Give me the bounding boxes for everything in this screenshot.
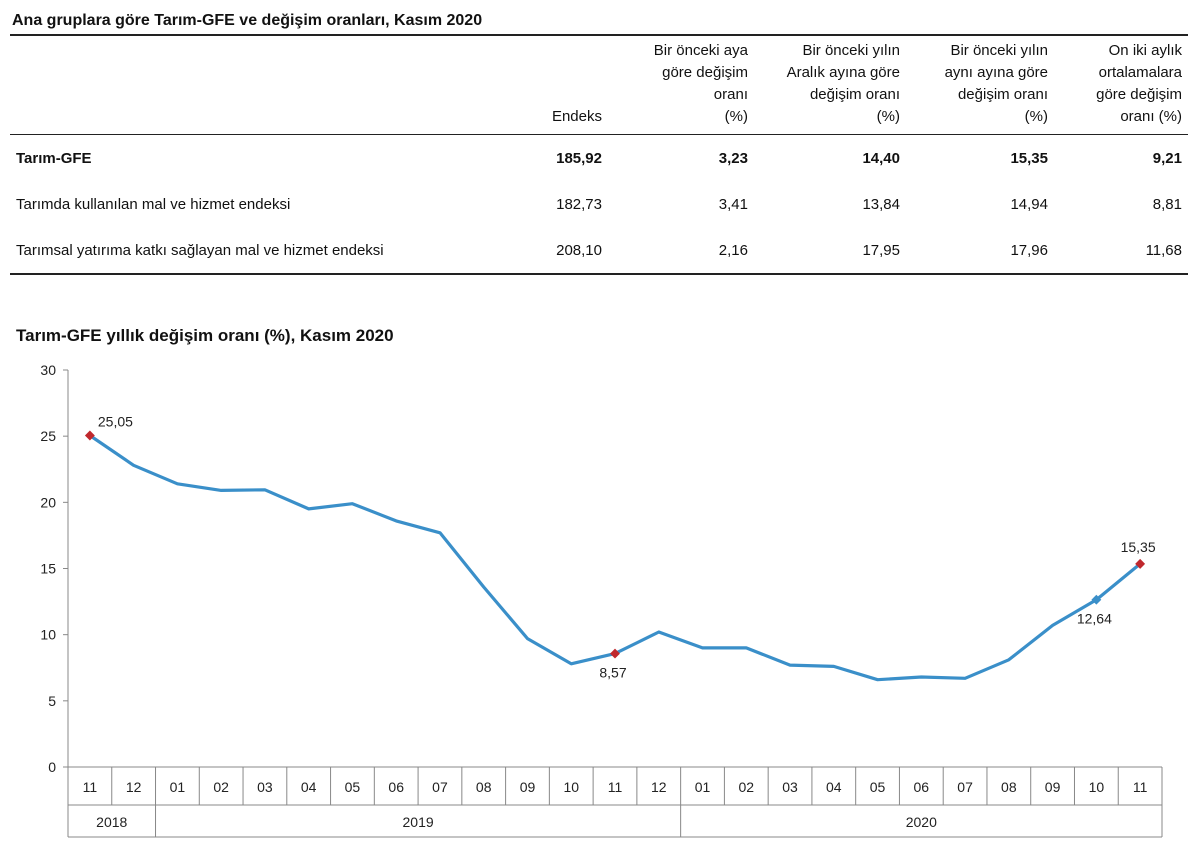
- data-label: 8,57: [599, 665, 626, 681]
- data-marker: [1135, 558, 1146, 569]
- series-line: [88, 433, 1142, 682]
- x-tick-label: 10: [1089, 779, 1105, 795]
- table-row: Tarım-GFE 185,92 3,23 14,40 15,35 9,21: [10, 135, 1188, 182]
- chart-title: Tarım-GFE yıllık değişim oranı (%), Kası…: [16, 326, 394, 345]
- x-tick-label: 01: [695, 779, 711, 795]
- table-cell: 13,84: [862, 195, 900, 213]
- index-table: Endeks Bir önceki aya göre değişim oranı…: [10, 36, 1188, 275]
- year-label: 2019: [403, 814, 434, 830]
- x-tick-label: 05: [345, 779, 361, 795]
- x-tick-label: 03: [257, 779, 273, 795]
- data-label: 12,64: [1077, 611, 1112, 627]
- header-cell: Bir önceki yılın aynı ayına göre değişim…: [944, 42, 1048, 125]
- table-cell: 3,41: [718, 195, 748, 213]
- table-cell: 182,73: [556, 195, 602, 213]
- x-tick-label: 12: [651, 779, 667, 795]
- x-tick-label: 12: [126, 779, 142, 795]
- table-cell: 9,21: [1152, 149, 1182, 167]
- x-tick-label: 11: [83, 779, 98, 795]
- table-cell: 17,95: [862, 241, 900, 259]
- table-cell: 208,10: [556, 241, 602, 259]
- data-label: 15,35: [1121, 539, 1156, 555]
- x-tick-label: 08: [476, 779, 492, 795]
- table-cell: 3,23: [718, 149, 748, 167]
- x-tick-label: 02: [738, 779, 754, 795]
- x-tick-label: 11: [608, 779, 623, 795]
- x-tick-label: 05: [870, 779, 886, 795]
- x-tick-label: 09: [520, 779, 536, 795]
- y-tick-label: 30: [40, 362, 56, 378]
- table-cell: 17,96: [1010, 241, 1048, 259]
- table-cell: 14,94: [1010, 195, 1048, 213]
- data-label: 25,05: [98, 414, 133, 430]
- data-marker: [1091, 594, 1102, 605]
- x-tick-label: 10: [563, 779, 579, 795]
- x-tick-label: 02: [213, 779, 229, 795]
- year-label: 2018: [96, 814, 127, 830]
- table-row: Tarımsal yatırıma katkı sağlayan mal ve …: [10, 227, 1188, 274]
- table-row: Tarımda kullanılan mal ve hizmet endeksi…: [10, 181, 1188, 227]
- x-tick-label: 04: [301, 779, 317, 795]
- table-cell: 15,35: [1010, 149, 1048, 167]
- year-label: 2020: [906, 814, 937, 830]
- x-tick-label: 08: [1001, 779, 1017, 795]
- y-tick-label: 0: [48, 759, 56, 775]
- table-cell: 14,40: [862, 149, 900, 167]
- table-cell: 11,68: [1145, 241, 1182, 259]
- y-tick-label: 10: [40, 627, 56, 643]
- table-header-row: Endeks Bir önceki aya göre değişim oranı…: [10, 36, 1188, 135]
- x-tick-label: 11: [1133, 779, 1148, 795]
- x-tick-label: 03: [782, 779, 798, 795]
- y-tick-label: 15: [40, 561, 56, 577]
- y-tick-label: 20: [40, 494, 56, 510]
- x-tick-label: 01: [170, 779, 186, 795]
- table-title: Ana gruplara göre Tarım-GFE ve değişim o…: [10, 8, 1188, 36]
- table-cell: 185,92: [556, 149, 602, 167]
- x-tick-label: 07: [957, 779, 973, 795]
- header-cell: Endeks: [551, 108, 602, 125]
- data-marker: [610, 648, 620, 659]
- row-label: Tarımsal yatırıma katkı sağlayan mal ve …: [16, 241, 384, 259]
- x-tick-label: 06: [388, 779, 404, 795]
- header-cell: Bir önceki aya göre değişim oranı (%): [653, 42, 748, 125]
- header-cell: On iki aylık ortalamalara göre değişim o…: [1096, 42, 1182, 125]
- header-cell: Bir önceki yılın Aralık ayına göre değiş…: [786, 42, 900, 125]
- x-tick-label: 07: [432, 779, 448, 795]
- y-tick-label: 25: [40, 428, 56, 444]
- table-cell: 8,81: [1152, 195, 1182, 213]
- x-tick-label: 06: [914, 779, 930, 795]
- y-tick-label: 5: [48, 693, 56, 709]
- row-label: Tarım-GFE: [16, 149, 92, 167]
- table-cell: 2,16: [718, 241, 748, 259]
- x-tick-label: 04: [826, 779, 842, 795]
- summary-table-section: Ana gruplara göre Tarım-GFE ve değişim o…: [10, 8, 1188, 275]
- row-label: Tarımda kullanılan mal ve hizmet endeksi: [16, 195, 291, 213]
- x-tick-label: 09: [1045, 779, 1061, 795]
